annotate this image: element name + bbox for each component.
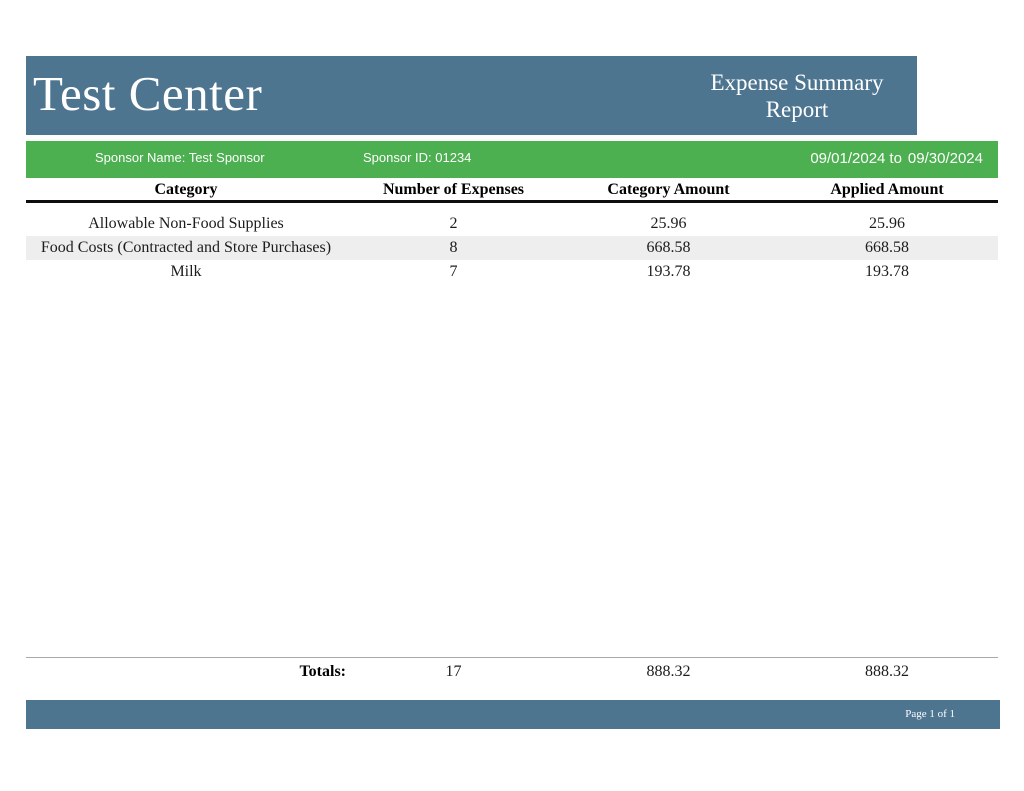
report-header-bar: Test Center Expense Summary Report: [26, 56, 917, 135]
date-separator: to: [889, 150, 902, 167]
sponsor-info-bar: Sponsor Name: Test Sponsor Sponsor ID: 0…: [26, 141, 998, 178]
page-number-label: Page 1 of 1: [905, 708, 955, 720]
cell-num-expenses: 8: [449, 239, 458, 256]
page-footer-bar: Page 1 of 1: [26, 700, 1000, 729]
column-header-applied-amount: Applied Amount: [830, 181, 944, 198]
column-header-category-amount: Category Amount: [607, 181, 730, 198]
cell-applied-amount: 25.96: [869, 215, 905, 232]
column-header-category: Category: [154, 181, 218, 198]
table-header-row: Category Number of Expenses Category Amo…: [26, 180, 998, 203]
date-end: 09/30/2024: [907, 150, 983, 167]
cell-category-amount: 668.58: [646, 239, 691, 256]
cell-applied-amount: 193.78: [865, 263, 909, 280]
table-row: Milk 7 193.78 193.78: [26, 260, 998, 284]
report-title: Expense Summary Report: [697, 69, 897, 123]
report-date-range: 09/01/2024 to 09/30/2024: [810, 150, 983, 167]
cell-category: Food Costs (Contracted and Store Purchas…: [40, 239, 332, 256]
cell-category-amount: 193.78: [646, 263, 691, 280]
totals-num-expenses: 17: [445, 663, 462, 680]
table-row: Allowable Non-Food Supplies 2 25.96 25.9…: [26, 212, 998, 236]
cell-num-expenses: 7: [449, 263, 458, 280]
report-title-line1: Expense Summary: [710, 69, 884, 95]
totals-label: Totals:: [299, 663, 346, 680]
center-name: Test Center: [33, 65, 263, 121]
date-start: 09/01/2024: [810, 150, 886, 167]
cell-category-amount: 25.96: [650, 215, 687, 232]
sponsor-name-label: Sponsor Name: Test Sponsor: [95, 150, 265, 165]
expense-table: Category Number of Expenses Category Amo…: [26, 180, 998, 284]
report-title-line2: Report: [765, 96, 829, 122]
cell-num-expenses: 2: [449, 215, 458, 232]
totals-applied-amount: 888.32: [865, 663, 909, 680]
cell-category: Allowable Non-Food Supplies: [88, 215, 284, 232]
table-row: Food Costs (Contracted and Store Purchas…: [26, 236, 998, 260]
column-header-number-of-expenses: Number of Expenses: [382, 181, 525, 198]
totals-category-amount: 888.32: [646, 663, 691, 680]
cell-category: Milk: [170, 263, 202, 280]
totals-section: Totals: 17 888.32 888.32: [26, 657, 998, 686]
table-body: Allowable Non-Food Supplies 2 25.96 25.9…: [26, 212, 998, 284]
totals-row: Totals: 17 888.32 888.32: [26, 658, 998, 686]
sponsor-id-label: Sponsor ID: 01234: [363, 150, 472, 165]
cell-applied-amount: 668.58: [865, 239, 909, 256]
